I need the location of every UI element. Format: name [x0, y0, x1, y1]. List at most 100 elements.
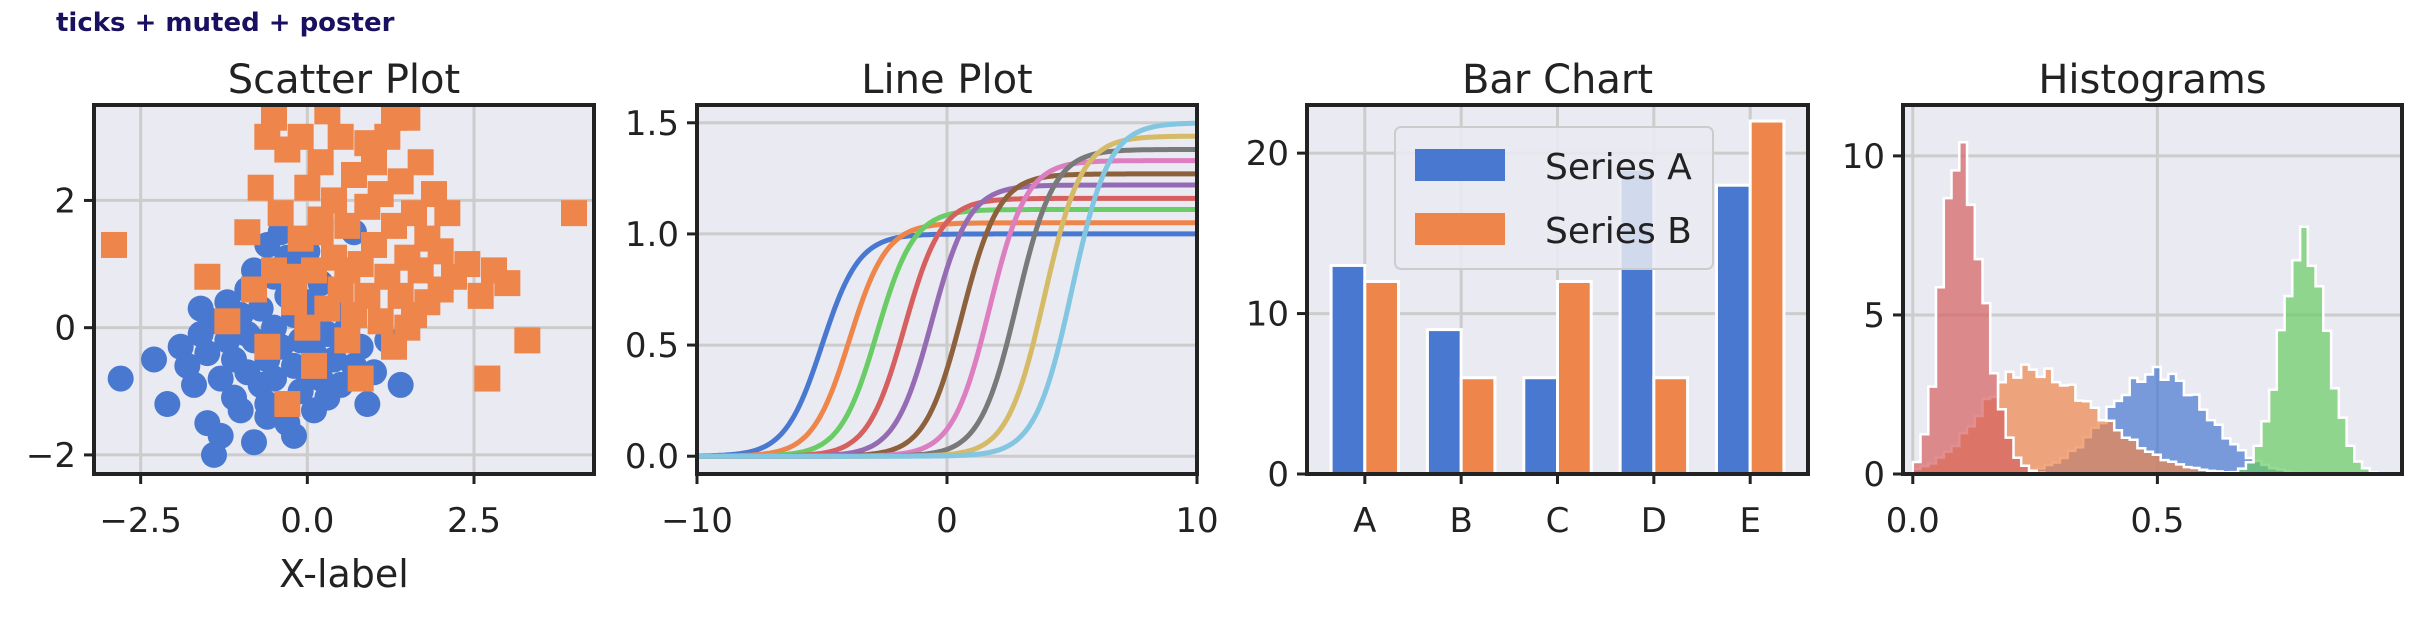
x-tick-label: A — [1353, 501, 1376, 541]
scatter-point — [281, 263, 307, 290]
scatter-point — [241, 429, 267, 456]
scatter-point — [187, 295, 214, 322]
y-tick-label: 1.5 — [625, 104, 679, 144]
bar — [1714, 183, 1752, 474]
x-tick-label: D — [1641, 501, 1667, 541]
chart-title: Bar Chart — [1462, 57, 1653, 103]
scatter-point — [294, 174, 321, 201]
scatter-point — [214, 308, 241, 335]
scatter-point — [194, 340, 221, 367]
histogram-series — [1911, 141, 2378, 474]
y-tick-label: −2 — [26, 436, 76, 476]
scatter-point — [101, 231, 127, 258]
bar — [1329, 263, 1367, 474]
x-tick-label: −10 — [661, 501, 733, 541]
scatter-point — [207, 422, 234, 449]
scatter-point — [467, 282, 494, 309]
scatter-point — [274, 391, 301, 418]
scatter-point — [307, 149, 334, 176]
bar — [1363, 279, 1401, 474]
plot-marks — [1911, 141, 2379, 474]
x-tick-label: 2.5 — [447, 501, 501, 541]
y-tick-label: 20 — [1246, 134, 1289, 174]
chart-title: Histograms — [2038, 57, 2266, 103]
scatter-point — [387, 371, 414, 398]
bar — [1459, 376, 1497, 474]
scatter-point — [181, 371, 207, 398]
plot-marks — [697, 120, 1197, 459]
x-tick-label: C — [1546, 501, 1570, 541]
scatter-point — [154, 391, 181, 418]
scatter-point — [254, 123, 281, 150]
bar — [1522, 376, 1559, 474]
panel-2: 0.0 0.5 1.0 1.5 −10 0 10 Line Plot — [625, 57, 1219, 541]
scatter-point — [307, 206, 334, 233]
legend-label: Series A — [1545, 147, 1692, 188]
scatter-point — [107, 365, 134, 392]
scatter-point — [394, 314, 421, 341]
panel-4: 0 5 10 0.0 0.5 Histograms — [1842, 57, 2404, 541]
line-series — [697, 231, 1197, 459]
scatter-point — [301, 352, 327, 379]
scatter-point — [227, 397, 254, 424]
scatter-point — [354, 130, 381, 157]
scatter-point — [354, 391, 381, 418]
x-tick-label: B — [1449, 501, 1472, 541]
scatter-point — [267, 200, 294, 227]
x-axis-label: X-label — [279, 552, 409, 596]
y-tick-label: 2 — [54, 181, 76, 221]
scatter-point — [254, 333, 281, 360]
scatter-point — [234, 219, 261, 246]
scatter-point — [334, 327, 361, 354]
scatter-point — [327, 371, 354, 398]
panel-3: 0 10 20 A B C D E Bar Chart Series A Series B — [1246, 57, 1810, 541]
plot-marks — [1329, 119, 1786, 474]
scatter-point — [261, 365, 287, 392]
y-tick-label: 1.0 — [625, 215, 679, 255]
y-tick-label: 0.0 — [625, 437, 679, 477]
bar — [1652, 376, 1690, 474]
scatter-point — [494, 270, 521, 297]
y-tick-label: 10 — [1842, 137, 1885, 177]
scatter-point — [281, 289, 307, 316]
chart-title: Scatter Plot — [228, 57, 460, 103]
scatter-point — [347, 365, 374, 392]
legend-label: Series B — [1545, 211, 1692, 252]
legend-swatch — [1415, 149, 1505, 181]
y-tick-label: 10 — [1246, 295, 1289, 335]
y-tick-label: 0.5 — [625, 326, 679, 366]
scatter-point — [367, 308, 394, 335]
scatter-point — [427, 238, 454, 265]
y-tick-label: 5 — [1863, 296, 1885, 336]
axes-frame — [1305, 103, 1810, 476]
y-tick-label: 0 — [1863, 455, 1885, 495]
scatter-point — [327, 123, 354, 150]
x-tick-label: 0.0 — [280, 501, 334, 541]
y-tick-label: 0 — [1267, 455, 1289, 495]
scatter-point — [207, 365, 234, 392]
scatter-point — [281, 422, 307, 449]
scatter-point — [561, 200, 587, 227]
bar — [1748, 119, 1786, 474]
scatter-point — [514, 327, 541, 354]
line-series — [697, 120, 1197, 459]
histogram-series — [1912, 225, 2379, 474]
scatter-point — [434, 200, 461, 227]
scatter-point — [254, 403, 281, 430]
axes-frame — [695, 103, 1199, 476]
chart-title: Line Plot — [861, 57, 1032, 103]
legend: Series A Series B — [1394, 126, 1714, 270]
x-tick-label: E — [1739, 501, 1760, 541]
scatter-point — [287, 123, 314, 150]
panel-1: −2 0 2 −2.5 0.0 2.5 Scatter Plot X-label — [26, 57, 596, 596]
x-tick-label: 0.0 — [1886, 501, 1940, 541]
bar — [1425, 328, 1463, 474]
scatter-point — [194, 263, 221, 290]
scatter-point — [454, 251, 481, 278]
scatter-point — [141, 346, 167, 373]
bar — [1556, 279, 1593, 474]
axes-frame — [1901, 103, 2404, 476]
axes-frame — [92, 103, 596, 476]
scatter-point — [474, 365, 501, 392]
